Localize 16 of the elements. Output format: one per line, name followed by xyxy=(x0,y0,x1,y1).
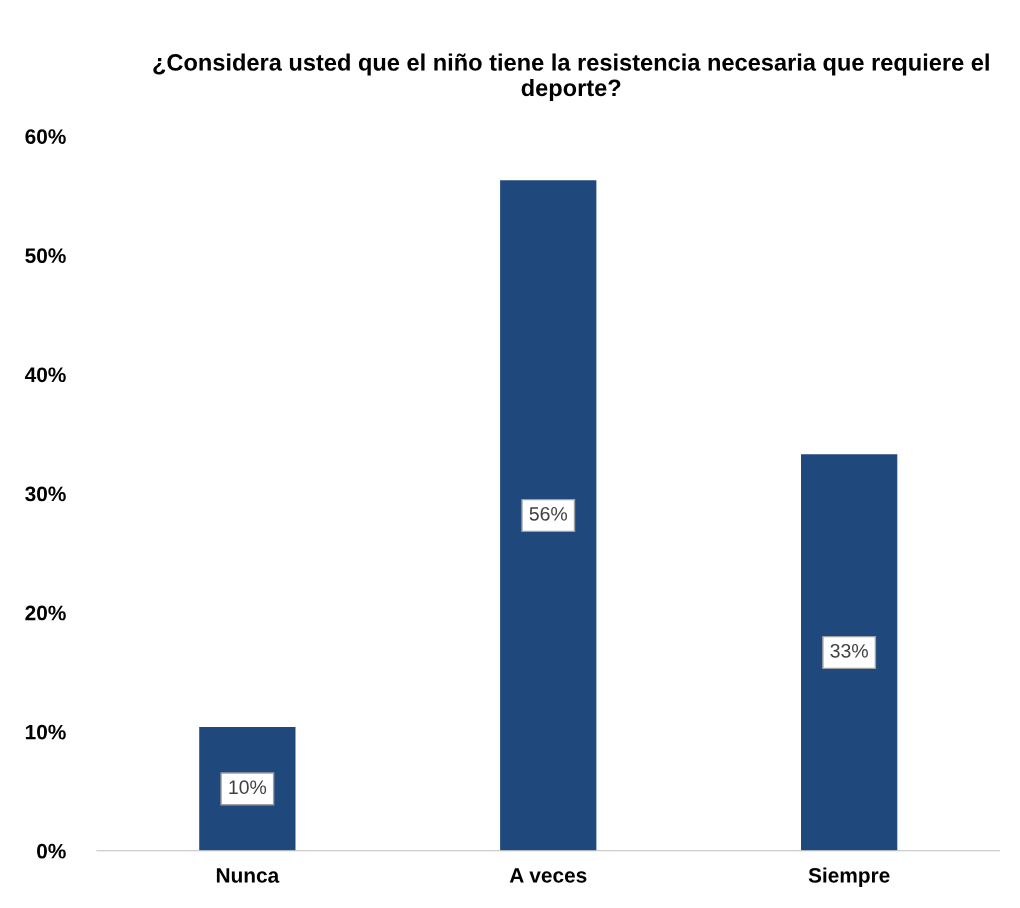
bar xyxy=(801,454,898,851)
y-tick-label: 40% xyxy=(24,367,66,383)
bar xyxy=(500,180,597,851)
data-label: 33% xyxy=(830,643,868,658)
y-tick-label: 30% xyxy=(25,486,66,502)
x-tick-label: Nunca xyxy=(216,868,280,883)
chart-title: ¿Considera usted que el niño tiene la resistencia necesaria que requiere el deporte? xyxy=(153,53,989,101)
x-tick-label: A veces xyxy=(509,868,587,883)
data-label: 10% xyxy=(229,780,267,795)
data-label: 56% xyxy=(529,506,568,521)
y-tick-label: 50% xyxy=(25,248,66,264)
x-tick-label: Siempre xyxy=(808,867,890,887)
y-tick-label: 0% xyxy=(37,843,66,859)
y-tick-label: 60% xyxy=(25,129,66,144)
y-tick-label: 20% xyxy=(25,605,66,621)
y-tick-label: 10% xyxy=(25,724,66,740)
